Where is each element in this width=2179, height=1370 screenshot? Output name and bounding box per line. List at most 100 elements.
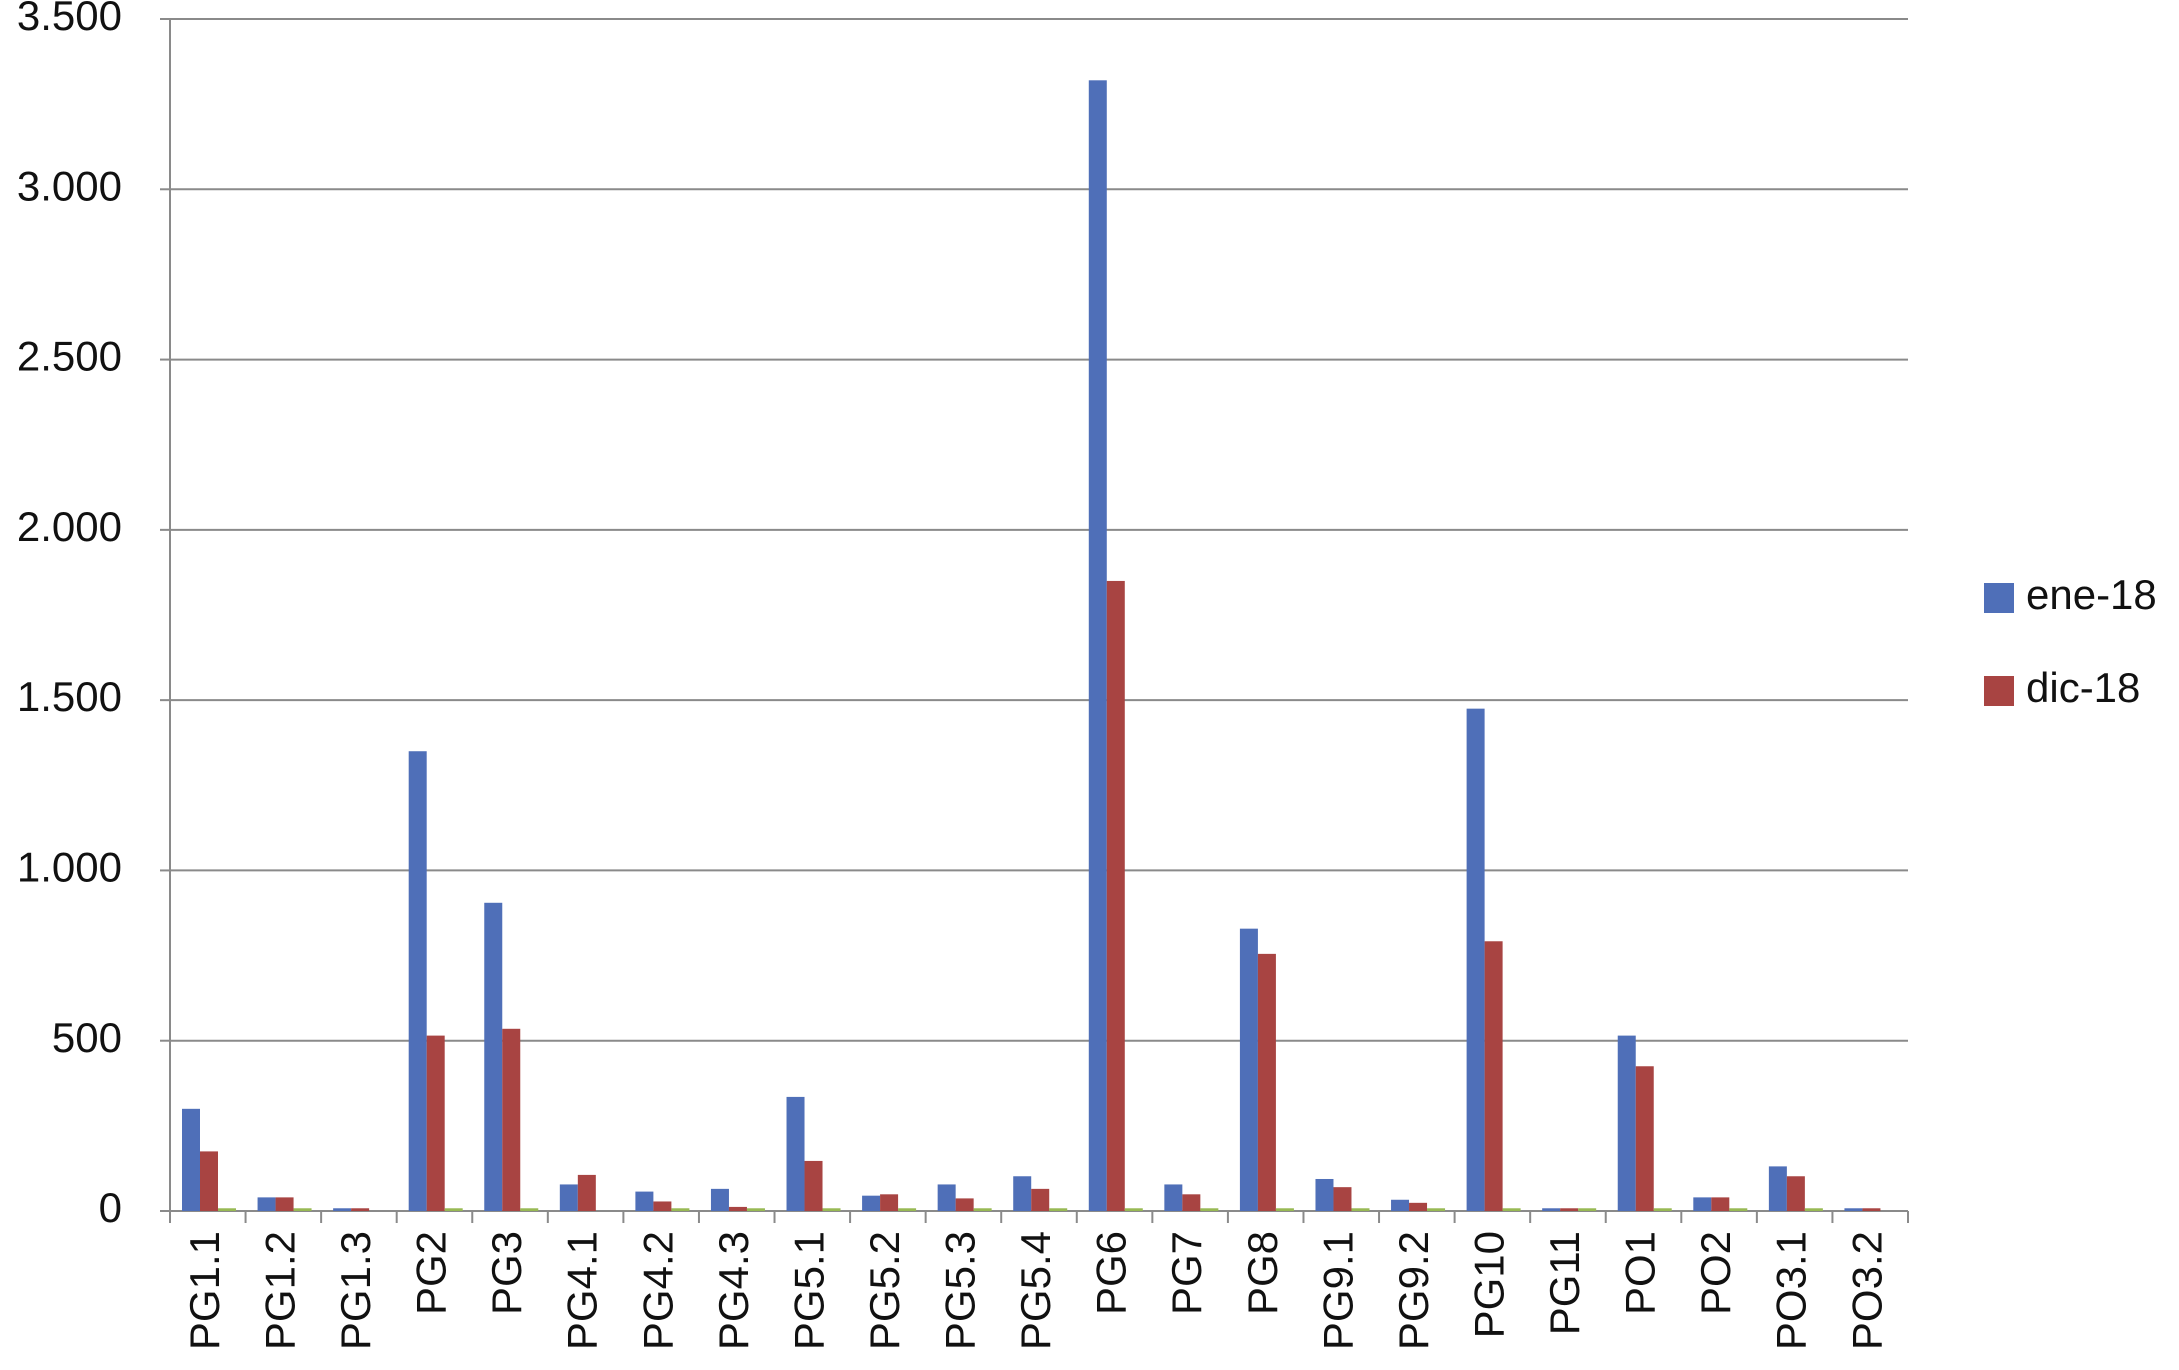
x-tick-label: PG2 (408, 1231, 455, 1315)
x-tick-label: PG9.2 (1390, 1231, 1437, 1350)
x-tick-label: PG1.3 (332, 1231, 379, 1350)
bar (1275, 1208, 1294, 1211)
bar (1502, 1208, 1521, 1211)
x-tick-label: PG11 (1541, 1231, 1588, 1335)
bar (786, 1096, 805, 1211)
y-tick-label: 3.500 (17, 0, 122, 39)
bar (484, 902, 503, 1211)
bar (1560, 1208, 1579, 1211)
bar (1466, 708, 1485, 1211)
x-tick-label: PG5.4 (1012, 1231, 1059, 1350)
x-tick-label: PO2 (1692, 1231, 1739, 1315)
bar (1239, 928, 1258, 1211)
bar (182, 1108, 200, 1211)
bar (746, 1208, 765, 1211)
x-tick-label: PG1.1 (181, 1231, 228, 1350)
bar (1049, 1208, 1068, 1211)
bar (1106, 580, 1125, 1211)
bar (1200, 1208, 1219, 1211)
bar (1617, 1035, 1636, 1211)
bar (502, 1028, 521, 1211)
bar (1804, 1208, 1823, 1211)
bar (1768, 1166, 1787, 1211)
y-tick-label: 2.500 (17, 333, 122, 380)
bar (1124, 1208, 1143, 1211)
bar (653, 1201, 672, 1211)
bar (1391, 1199, 1410, 1211)
bar (937, 1184, 956, 1211)
bar (671, 1208, 690, 1211)
y-tick-label: 1.500 (17, 673, 122, 720)
x-tick-label: PG8 (1239, 1231, 1286, 1315)
bar (444, 1208, 463, 1211)
bar (1786, 1176, 1805, 1211)
x-tick-label: PG6 (1088, 1231, 1135, 1315)
bar (1729, 1208, 1748, 1211)
x-tick-label: PG5.2 (861, 1231, 908, 1350)
legend-swatch (1984, 583, 2014, 613)
bar (955, 1198, 974, 1211)
bar (1031, 1188, 1050, 1211)
bar (822, 1208, 841, 1211)
bar (351, 1208, 370, 1211)
bar (1351, 1208, 1370, 1211)
x-tick-label: PG10 (1465, 1231, 1512, 1338)
bar (426, 1035, 445, 1211)
bar (257, 1197, 276, 1211)
bar (1711, 1197, 1730, 1211)
bar (408, 751, 427, 1211)
bar (1333, 1187, 1352, 1211)
bar (1182, 1194, 1201, 1211)
bar (520, 1208, 539, 1211)
x-tick-label: PG4.2 (634, 1231, 681, 1350)
bar (1427, 1208, 1446, 1211)
bar (710, 1188, 729, 1211)
x-tick-label: PG3 (483, 1231, 530, 1315)
x-tick-label: PO3.2 (1843, 1231, 1890, 1350)
x-tick-label: PG7 (1163, 1231, 1210, 1315)
bar (804, 1160, 823, 1211)
bar (1844, 1208, 1863, 1211)
x-tick-label: PG1.2 (256, 1231, 303, 1350)
bar (862, 1195, 881, 1211)
x-tick-label: PO1 (1617, 1231, 1664, 1315)
x-tick-label: PG4.3 (710, 1231, 757, 1350)
bar (1653, 1208, 1672, 1211)
bar (1542, 1208, 1561, 1211)
bar (635, 1191, 654, 1211)
bar (1484, 941, 1503, 1211)
legend-label: dic-18 (2026, 664, 2140, 711)
legend-swatch (1984, 676, 2014, 706)
bar (728, 1206, 747, 1211)
legend-label: ene-18 (2026, 571, 2157, 618)
x-tick-label: PG9.1 (1314, 1231, 1361, 1350)
bar (898, 1208, 917, 1211)
y-tick-label: 1.000 (17, 844, 122, 891)
bar (1409, 1202, 1428, 1211)
bar (1578, 1208, 1597, 1211)
bar (293, 1208, 312, 1211)
bar (275, 1197, 294, 1211)
bar (218, 1208, 236, 1211)
y-tick-label: 2.000 (17, 503, 122, 550)
bar (1693, 1197, 1712, 1211)
bar (973, 1208, 992, 1211)
bar (1257, 953, 1276, 1211)
y-tick-label: 0 (99, 1184, 122, 1231)
bar (1315, 1178, 1334, 1211)
y-tick-label: 500 (52, 1014, 122, 1061)
x-tick-label: PG5.1 (785, 1231, 832, 1350)
bar (1013, 1176, 1032, 1211)
bar (1164, 1184, 1183, 1211)
x-tick-label: PO3.1 (1768, 1231, 1815, 1350)
bar (559, 1184, 578, 1211)
y-tick-label: 3.000 (17, 162, 122, 209)
bar (333, 1208, 352, 1211)
x-tick-label: PG4.1 (559, 1231, 606, 1350)
bar (1635, 1066, 1654, 1211)
bar (577, 1174, 596, 1211)
bar (200, 1151, 218, 1211)
bar (880, 1194, 899, 1211)
bar (1088, 80, 1107, 1211)
